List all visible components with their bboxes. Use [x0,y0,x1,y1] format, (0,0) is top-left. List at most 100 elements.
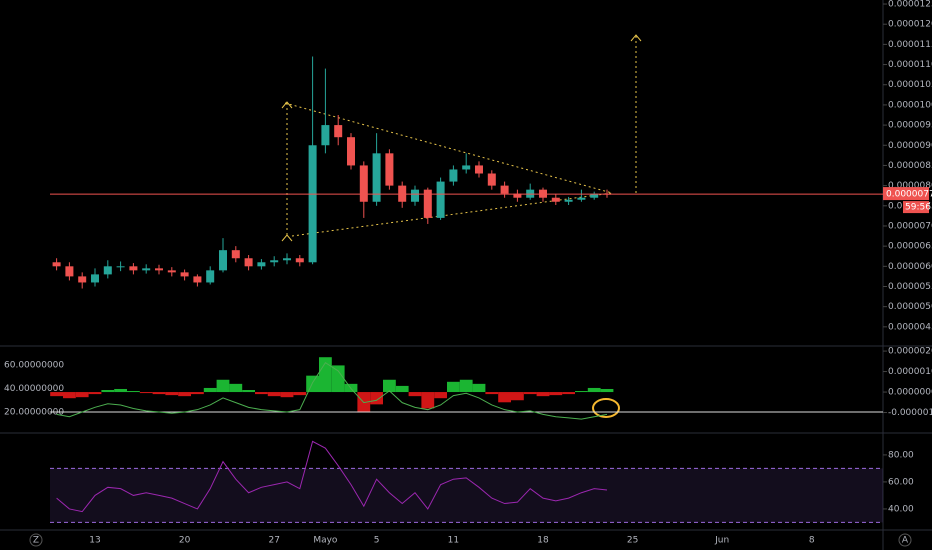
x-tick-label: 11 [448,536,459,546]
candle-body [449,169,458,182]
histogram-bar [63,392,76,399]
candle-body [308,145,317,263]
candle-body [180,272,189,277]
candle-body [564,199,573,202]
candle-body [52,262,61,267]
histogram-bar [165,392,179,396]
y-tick-label: 40.00000000 [4,384,64,394]
candle-body [436,181,445,218]
candle-body [334,125,343,138]
histogram-bar [229,383,243,393]
x-tick-label: 13 [89,536,100,546]
y-tick-label: 0.00000600 [888,262,932,272]
histogram-bar [562,392,575,395]
x-tick-label: 5 [374,536,380,546]
candle-body [91,274,99,283]
candle-body [103,266,112,275]
candle-body [129,266,138,271]
histogram-bar [383,379,396,393]
y-tick-label: 60.00000000 [4,361,64,371]
histogram-bar [408,392,422,397]
highlight-circle [592,398,620,418]
y-tick-label: 0.00000450 [888,322,932,332]
candle-body [551,197,560,202]
countdown-box [903,201,929,214]
histogram-bar [536,392,550,397]
histogram-bar [511,392,524,401]
histogram-bar [549,392,563,396]
histogram-bar [575,391,588,393]
y-tick-label: 0.00000100 [888,367,932,377]
candle-body [423,189,432,218]
candle-body [193,276,202,283]
histogram-bar [242,390,255,393]
histogram-bar [523,392,537,395]
candle-body [116,266,125,268]
x-tick-label: Mayo [313,536,338,546]
histogram-bar [587,387,601,393]
histogram-bar [152,392,166,395]
histogram-bar [88,392,102,395]
candle-body [372,153,381,202]
histogram-bar [203,387,217,393]
candle-body [487,173,496,186]
candle-body [500,185,509,194]
y-tick-label: 0.00000000 [888,388,932,398]
control-label[interactable]: Z [33,536,39,546]
y-tick-label: 0.00000650 [888,242,932,252]
band-fill [50,468,883,523]
y-tick-label: 20.00000000 [4,408,64,418]
histogram-bar [434,392,447,399]
histogram-bar [306,375,319,393]
y-tick-label: 0.00001150 [888,40,932,50]
histogram-bar [421,392,435,409]
x-tick-label: 8 [809,536,815,546]
histogram-bar [139,392,153,394]
y-tick-label: 0.00001050 [888,80,932,90]
x-tick-label: 20 [179,536,191,546]
indicator-line [56,361,608,420]
y-tick-label: 60.00 [888,477,914,487]
histogram-bar [75,392,89,398]
x-tick-label: 25 [627,536,638,546]
control-button[interactable] [29,533,43,547]
countdown: 59:56 [905,203,931,213]
control-label[interactable]: A [902,536,909,546]
histogram-bar [127,391,140,393]
y-tick-label: 0.00000950 [888,121,932,131]
y-tick-label: 40.00 [888,504,914,514]
candle-body [321,125,330,146]
histogram-bar [498,392,511,403]
histogram-bar [50,392,63,397]
candle-body [142,268,151,271]
y-tick-label: 0.00000900 [888,141,932,151]
y-tick-label: 0.00000850 [888,161,932,171]
y-tick-label: 0.00000800 [888,181,932,191]
y-tick-label: 0.00001100 [888,60,932,70]
y-tick-label: 0.00001250 [888,0,932,10]
y-tick-label: 0.00001200 [888,20,932,30]
histogram-bar [191,392,204,395]
y-tick-label: 0.00000700 [888,221,932,231]
candle-body [78,276,87,283]
y-tick-label: -0.00000100 [888,408,932,418]
candle-body [590,193,599,198]
candle-body [167,270,176,273]
last-price-box [883,187,929,201]
histogram-bar [216,379,230,393]
histogram-bar [395,385,409,393]
candle-body [244,258,253,267]
histogram-bar [447,381,460,393]
rsi-line [56,440,608,513]
x-tick-label: Jun [714,536,729,546]
candle-body [462,165,471,170]
y-tick-label: 0.00000550 [888,282,932,292]
control-button[interactable] [898,533,912,547]
histogram-bar [485,392,499,395]
last-price-label: 0.00000779 [886,190,932,200]
histogram-bar [255,392,268,395]
y-tick-label: 0.00001000 [888,100,932,110]
histogram-bar [293,392,307,396]
candle-body [219,250,227,271]
